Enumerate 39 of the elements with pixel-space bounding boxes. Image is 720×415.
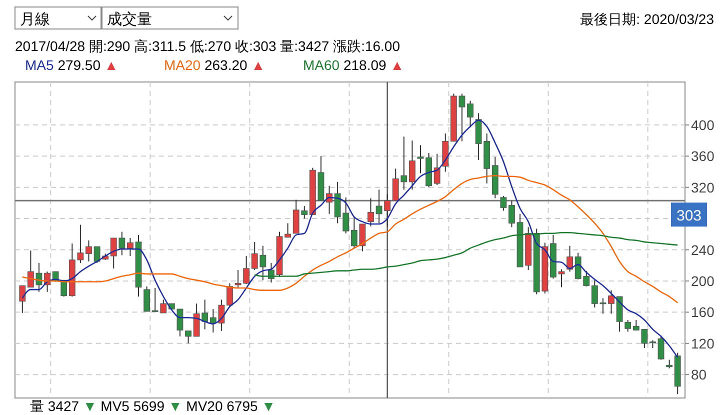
text: MA60: [303, 57, 340, 73]
candlestick: [434, 153, 440, 186]
candlestick: [144, 286, 150, 312]
text: 2017/04/28 開:290 高:311.5 低:270 收:303 量:3427 漲跌:16.00: [15, 38, 400, 54]
text: MA5: [25, 57, 54, 73]
candlestick: [27, 250, 34, 288]
candlestick: [284, 222, 291, 238]
candlestick: [608, 290, 614, 314]
text: 263.20 ▲: [204, 57, 266, 73]
candlestick: [86, 240, 92, 262]
y-tick-label: 80: [691, 366, 707, 383]
y-tick-label: 160: [691, 304, 715, 320]
y-tick-label: 120: [691, 335, 715, 352]
y-tick-label: 360: [691, 148, 715, 164]
candlestick: [658, 335, 664, 360]
candlestick: [467, 100, 474, 128]
annotation: 量 3427 ▼ MV5 5699 ▼ MV20 6795 ▼: [30, 398, 276, 414]
candlestick: [558, 268, 565, 288]
y-tick-label: 200: [691, 272, 715, 289]
candlestick: [409, 140, 416, 190]
text: MA20: [164, 57, 201, 73]
candlestick: [185, 330, 192, 344]
select-field: 月線: [14, 6, 102, 30]
select-field: 成交量: [102, 6, 238, 30]
text: 最後日期: 2020/03/23: [580, 11, 714, 27]
text: 218.09 ▲: [343, 57, 404, 73]
candlestick: [417, 144, 424, 174]
candlestick: [624, 319, 632, 332]
candlestick: [226, 282, 233, 308]
y-tick-label: 400: [691, 116, 715, 133]
candlestick: [508, 200, 515, 228]
candlestick: [500, 195, 507, 212]
ref-line-label: 303: [676, 208, 702, 225]
candlestick: [368, 198, 374, 227]
candlestick: [19, 285, 26, 314]
y-tick-label: 320: [691, 179, 715, 196]
y-tick-label: 240: [691, 242, 715, 258]
candlestick: [127, 238, 134, 256]
text: 279.50 ▲: [58, 57, 118, 73]
